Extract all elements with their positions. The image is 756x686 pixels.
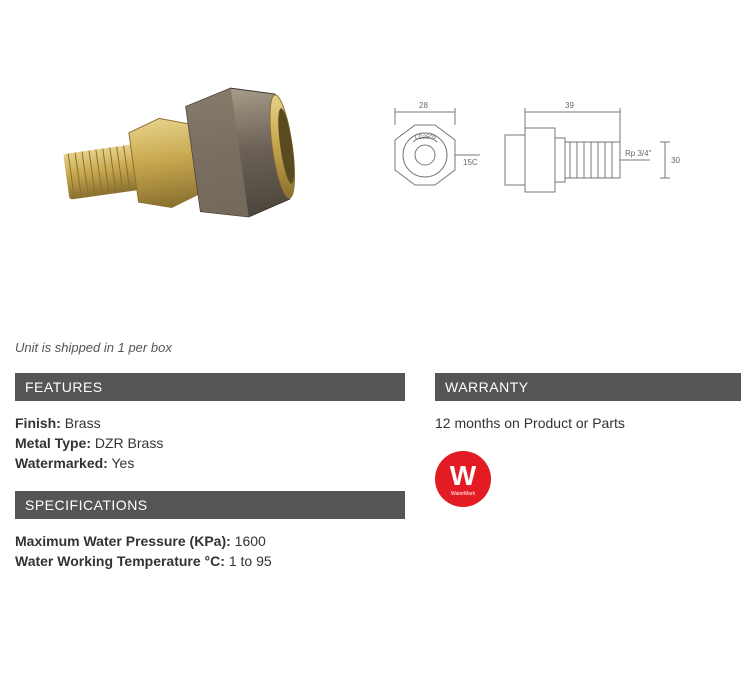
feature-value: Yes <box>112 455 135 471</box>
watermark-letter: W <box>450 462 476 490</box>
spec-label: Maximum Water Pressure (KPa): <box>15 533 231 549</box>
shipping-note: Unit is shipped in 1 per box <box>15 340 741 355</box>
feature-row: Metal Type: DZR Brass <box>15 435 405 451</box>
feature-label: Finish: <box>15 415 61 431</box>
spec-value: 1 to 95 <box>229 553 272 569</box>
diagram-dim-height: 30 <box>671 156 680 165</box>
warranty-header: WARRANTY <box>435 373 741 401</box>
diagram-dim-thread: Rp 3/4" <box>625 149 652 158</box>
feature-value: DZR Brass <box>95 435 163 451</box>
feature-label: Metal Type: <box>15 435 91 451</box>
feature-value: Brass <box>65 415 101 431</box>
spec-label: Water Working Temperature °C: <box>15 553 225 569</box>
feature-label: Watermarked: <box>15 455 108 471</box>
spec-row: Maximum Water Pressure (KPa): 1600 <box>15 533 405 549</box>
diagram-dim-diameter: 15C <box>463 158 478 167</box>
product-image <box>15 40 315 280</box>
column-left: FEATURES Finish: Brass Metal Type: DZR B… <box>15 373 405 573</box>
feature-row: Watermarked: Yes <box>15 455 405 471</box>
column-right: WARRANTY 12 months on Product or Parts W… <box>435 373 741 573</box>
watermark-badge: W WaterMark <box>435 451 491 507</box>
diagram-dim-hex-width: 28 <box>419 101 428 110</box>
technical-diagram: LD2503 28 15C <box>355 70 695 250</box>
watermark-label: WaterMark <box>451 491 475 497</box>
spec-row: Water Working Temperature °C: 1 to 95 <box>15 553 405 569</box>
spec-value: 1600 <box>235 533 266 549</box>
columns: FEATURES Finish: Brass Metal Type: DZR B… <box>15 373 741 573</box>
warranty-text: 12 months on Product or Parts <box>435 415 741 431</box>
features-header: FEATURES <box>15 373 405 401</box>
diagram-dim-length: 39 <box>565 101 574 110</box>
specifications-header: SPECIFICATIONS <box>15 491 405 519</box>
feature-row: Finish: Brass <box>15 415 405 431</box>
diagram-marking: LD2503 <box>415 135 437 141</box>
images-row: LD2503 28 15C <box>15 10 741 280</box>
